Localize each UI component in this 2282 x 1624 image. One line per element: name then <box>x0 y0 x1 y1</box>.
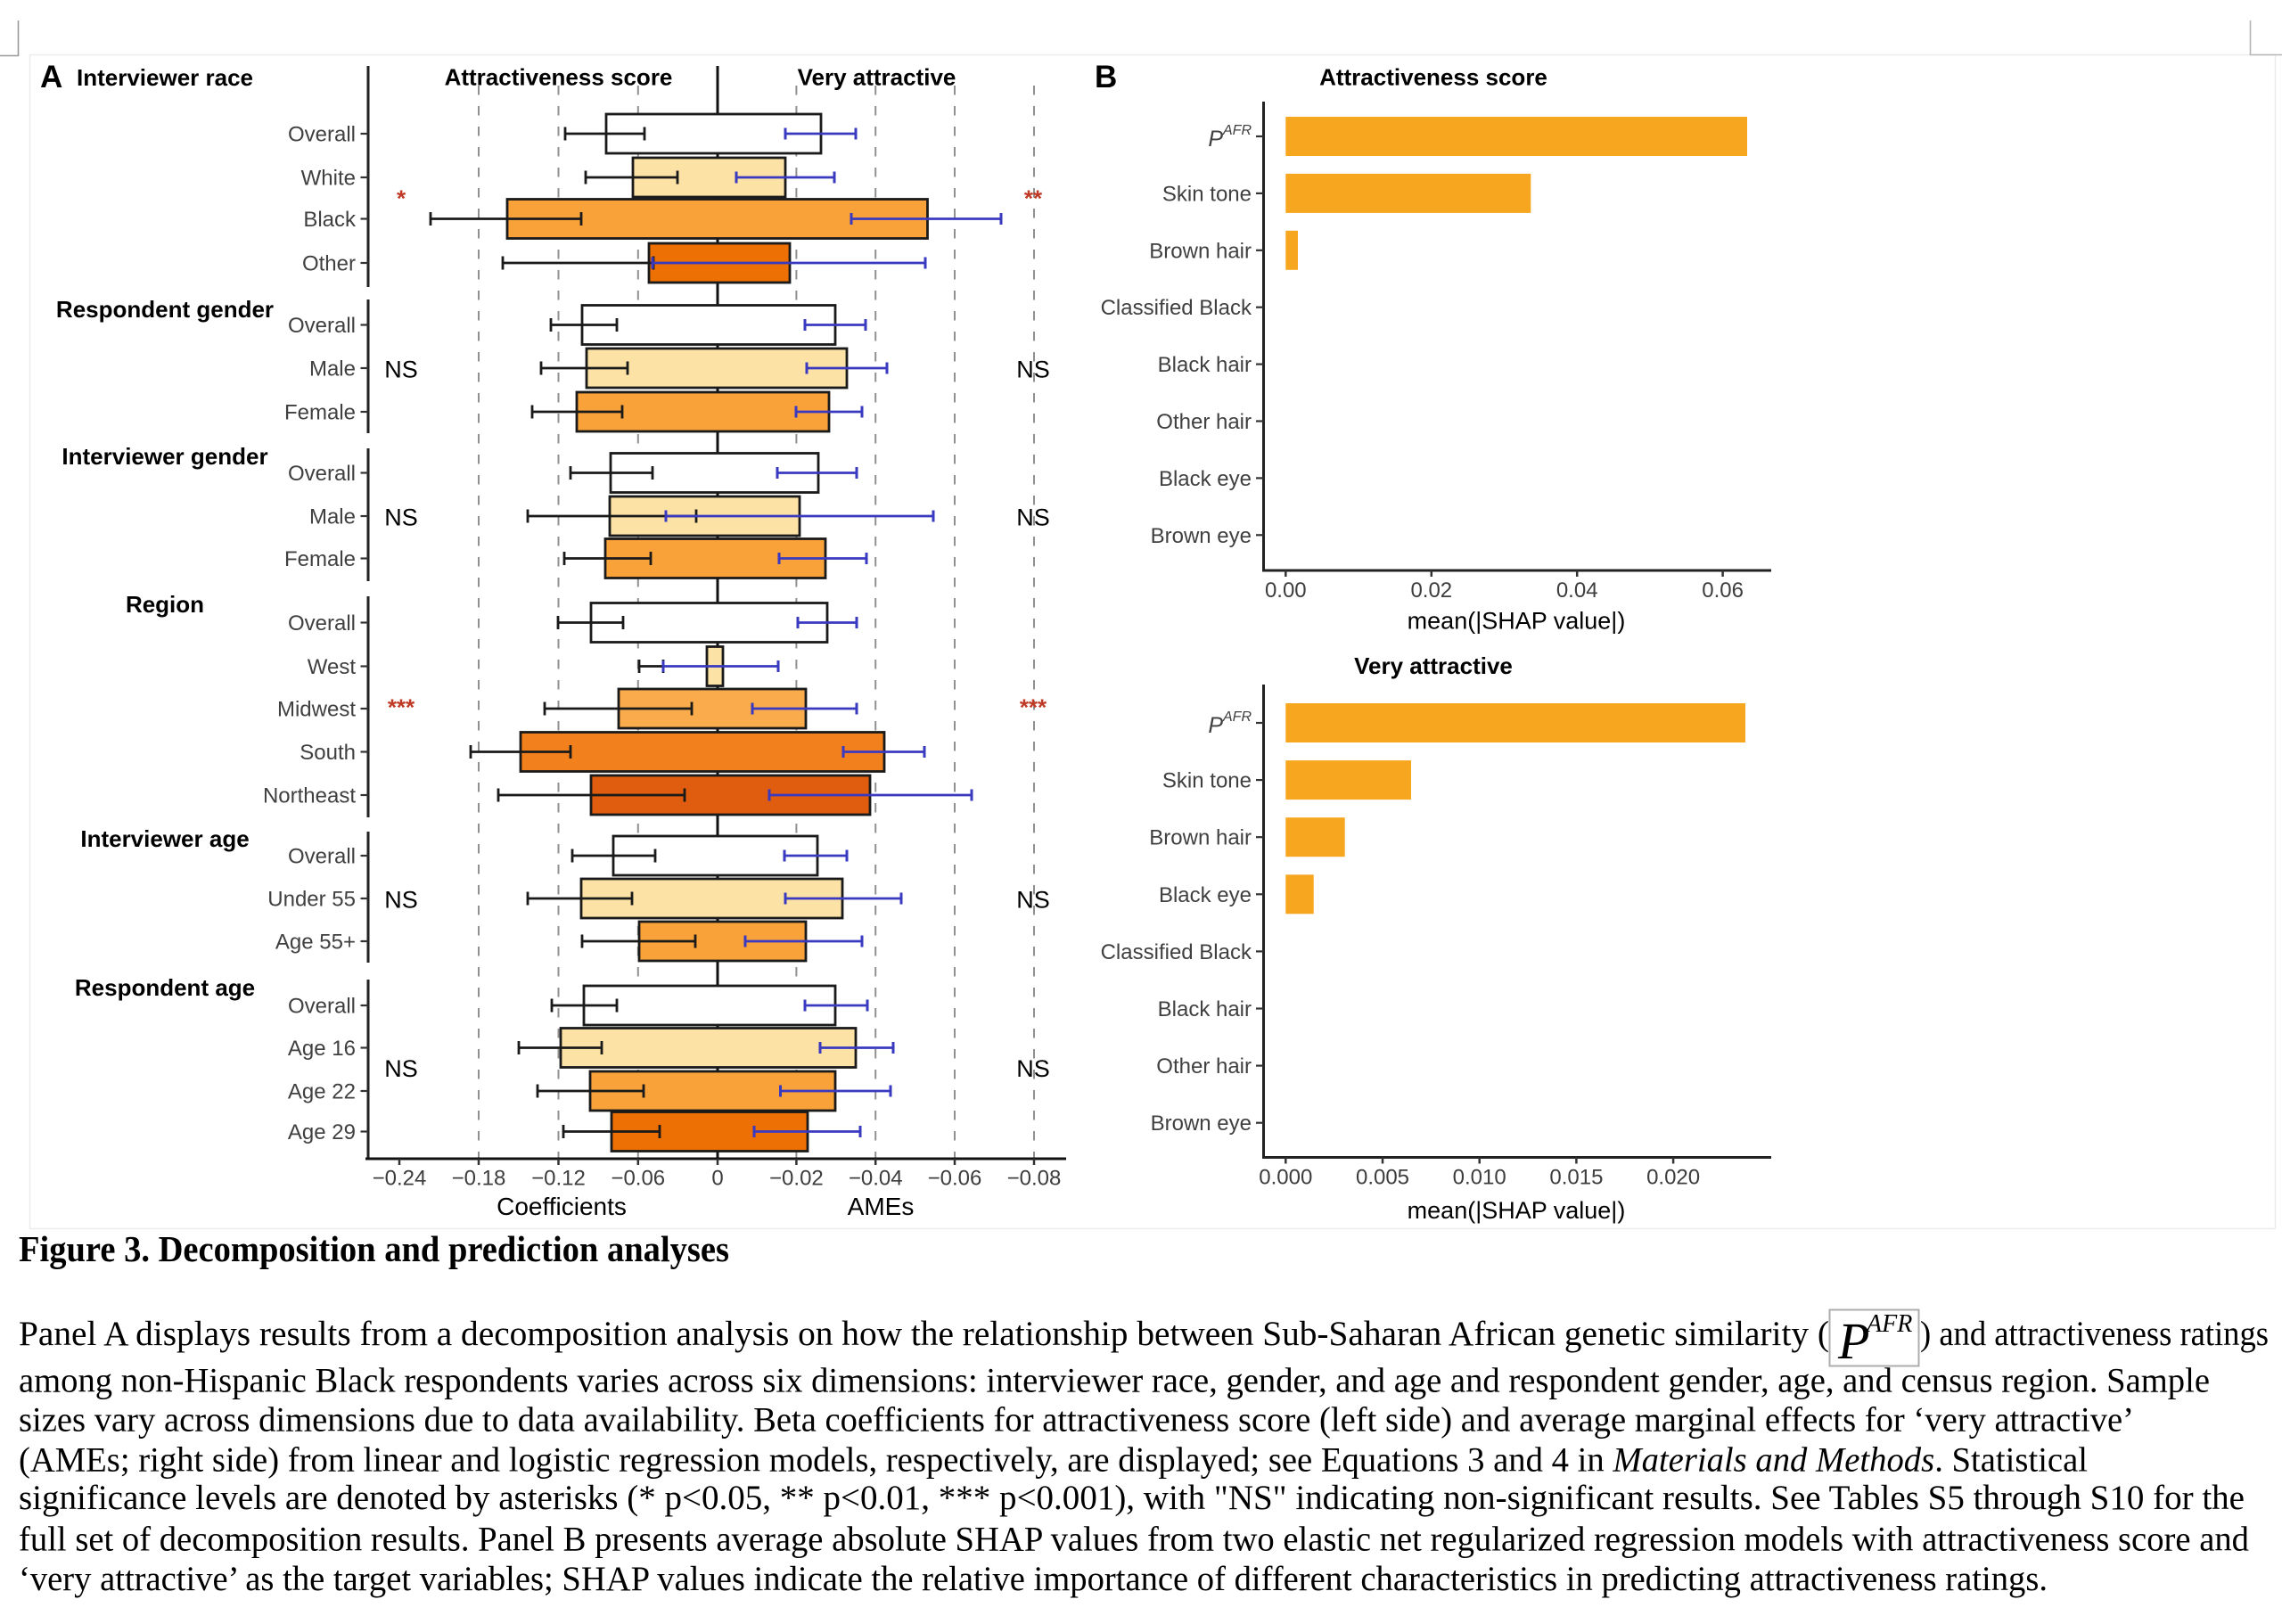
svg-text:Age 16: Age 16 <box>288 1037 356 1061</box>
svg-text:***: *** <box>388 694 415 721</box>
svg-text:P: P <box>1837 1312 1869 1370</box>
svg-text:Other: Other <box>302 252 356 276</box>
svg-text:Interviewer race: Interviewer race <box>77 64 253 91</box>
svg-text:Male: Male <box>309 505 356 529</box>
svg-text:Brown hair: Brown hair <box>1149 239 1252 263</box>
svg-text:NS: NS <box>1016 504 1050 531</box>
svg-text:−0.24: −0.24 <box>373 1167 427 1191</box>
svg-text:NS: NS <box>1016 1055 1050 1082</box>
svg-text:) and attractiveness ratings: ) and attractiveness ratings <box>1920 1315 2269 1353</box>
svg-text:Black hair: Black hair <box>1158 997 1252 1021</box>
svg-text:B: B <box>1095 60 1117 94</box>
svg-text:Female: Female <box>284 401 356 425</box>
svg-text:Attractiveness score: Attractiveness score <box>1319 64 1547 91</box>
svg-text:Interviewer gender: Interviewer gender <box>62 443 267 470</box>
svg-text:Respondent age: Respondent age <box>75 974 255 1001</box>
svg-text:sizes vary across dimensions d: sizes vary across dimensions due to data… <box>19 1401 2134 1439</box>
svg-text:Overall: Overall <box>288 845 356 869</box>
svg-text:Black: Black <box>303 208 357 232</box>
svg-text:(AMEs; right side) from linear: (AMEs; right side) from linear and logis… <box>19 1441 2088 1480</box>
svg-text:Overall: Overall <box>288 995 356 1019</box>
svg-text:−0.12: −0.12 <box>531 1167 586 1191</box>
svg-text:among non-Hispanic Black respo: among non-Hispanic Black respondents var… <box>19 1362 2210 1400</box>
svg-text:Brown eye: Brown eye <box>1151 524 1252 548</box>
svg-text:Skin tone: Skin tone <box>1162 769 1252 793</box>
svg-text:Midwest: Midwest <box>277 698 356 722</box>
svg-text:0.005: 0.005 <box>1356 1166 1409 1190</box>
svg-text:−0.08: −0.08 <box>1007 1167 1062 1191</box>
svg-text:0.04: 0.04 <box>1556 578 1598 603</box>
svg-text:Overall: Overall <box>288 611 356 636</box>
svg-text:South: South <box>300 741 356 765</box>
svg-text:NS: NS <box>1016 357 1050 383</box>
svg-text:Very attractive: Very attractive <box>1354 652 1513 679</box>
svg-text:Black hair: Black hair <box>1158 353 1252 377</box>
svg-text:Brown hair: Brown hair <box>1149 826 1252 850</box>
svg-text:Black eye: Black eye <box>1159 467 1252 491</box>
svg-text:Classified Black: Classified Black <box>1101 296 1252 320</box>
svg-text:Other hair: Other hair <box>1156 1054 1252 1079</box>
svg-text:Age 29: Age 29 <box>288 1120 356 1144</box>
svg-text:−0.18: −0.18 <box>452 1167 506 1191</box>
svg-text:NS: NS <box>384 357 418 383</box>
svg-text:Figure 3. Decomposition and pr: Figure 3. Decomposition and prediction a… <box>19 1228 729 1269</box>
svg-text:Other hair: Other hair <box>1156 410 1252 434</box>
svg-text:Under 55: Under 55 <box>267 888 356 912</box>
svg-text:Very attractive: Very attractive <box>798 64 956 91</box>
svg-text:mean(|SHAP value|): mean(|SHAP value|) <box>1408 1197 1626 1224</box>
svg-text:*: * <box>397 185 406 212</box>
svg-text:0.00: 0.00 <box>1265 578 1307 603</box>
svg-text:0.000: 0.000 <box>1259 1166 1312 1190</box>
svg-text:significance levels are denote: significance levels are denoted by aster… <box>19 1479 2245 1517</box>
svg-text:AFR: AFR <box>1865 1310 1912 1338</box>
svg-text:Overall: Overall <box>288 123 356 147</box>
svg-text:Age 55+: Age 55+ <box>275 931 356 955</box>
svg-text:Female: Female <box>284 547 356 571</box>
svg-text:0.010: 0.010 <box>1453 1166 1506 1190</box>
svg-text:Overall: Overall <box>288 314 356 338</box>
svg-text:full set of decomposition resu: full set of decomposition results. Panel… <box>19 1521 2249 1559</box>
svg-text:Region: Region <box>126 591 204 618</box>
svg-text:A: A <box>40 60 62 94</box>
svg-text:Panel A displays results from: Panel A displays results from a decompos… <box>19 1315 1829 1353</box>
svg-text:0.06: 0.06 <box>1702 578 1744 603</box>
svg-text:−0.06: −0.06 <box>928 1167 982 1191</box>
svg-text:0.015: 0.015 <box>1549 1166 1603 1190</box>
svg-text:***: *** <box>1020 694 1047 721</box>
svg-text:0.020: 0.020 <box>1646 1166 1700 1190</box>
svg-text:−0.04: −0.04 <box>849 1167 903 1191</box>
svg-text:−0.06: −0.06 <box>611 1167 665 1191</box>
svg-text:Brown eye: Brown eye <box>1151 1111 1252 1136</box>
svg-text:Respondent gender: Respondent gender <box>56 296 274 323</box>
svg-text:Classified Black: Classified Black <box>1101 940 1252 964</box>
svg-text:0: 0 <box>711 1167 723 1191</box>
svg-text:Overall: Overall <box>288 462 356 486</box>
svg-text:AMEs: AMEs <box>848 1193 915 1220</box>
svg-text:NS: NS <box>384 504 418 531</box>
svg-text:White: White <box>301 167 356 191</box>
svg-text:Attractiveness score: Attractiveness score <box>445 64 673 91</box>
svg-text:Coefficients: Coefficients <box>497 1193 627 1220</box>
svg-text:NS: NS <box>384 1055 418 1082</box>
svg-text:‘very attractive’ as the targe: ‘very attractive’ as the target variable… <box>19 1560 2048 1598</box>
svg-text:NS: NS <box>384 887 418 914</box>
svg-text:−0.02: −0.02 <box>769 1167 824 1191</box>
svg-text:**: ** <box>1024 185 1043 212</box>
svg-text:mean(|SHAP value|): mean(|SHAP value|) <box>1408 608 1626 635</box>
svg-text:Black eye: Black eye <box>1159 883 1252 907</box>
svg-text:Male: Male <box>309 357 356 381</box>
svg-text:0.02: 0.02 <box>1410 578 1452 603</box>
svg-text:West: West <box>308 655 357 679</box>
svg-text:Age 22: Age 22 <box>288 1080 356 1104</box>
svg-text:NS: NS <box>1016 887 1050 914</box>
svg-text:Northeast: Northeast <box>263 784 356 808</box>
svg-text:Skin tone: Skin tone <box>1162 182 1252 206</box>
svg-text:Interviewer age: Interviewer age <box>80 825 249 852</box>
